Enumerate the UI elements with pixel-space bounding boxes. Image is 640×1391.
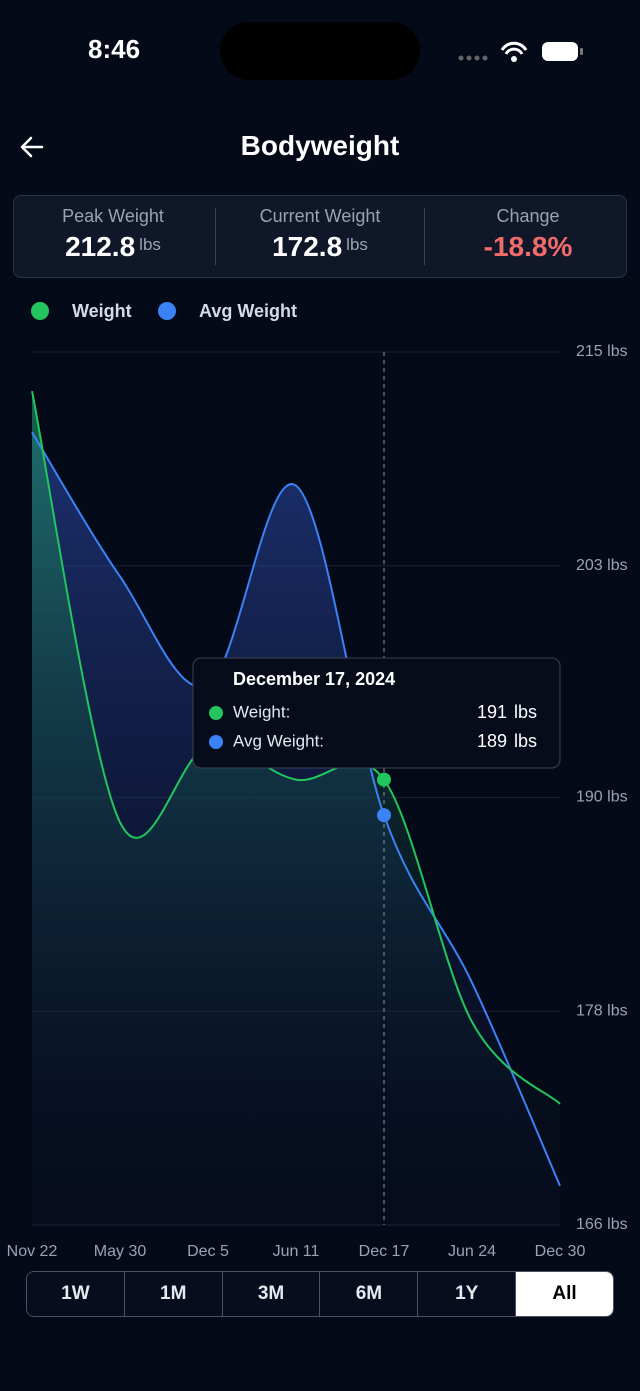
x-tick-label: Dec 17 (359, 1243, 410, 1260)
range-button[interactable]: 1W (27, 1272, 125, 1316)
page-title: Bodyweight (240, 130, 400, 161)
tooltip-value: 191 (477, 702, 507, 722)
legend-label: Avg Weight (199, 301, 297, 321)
highlight-point (377, 772, 391, 787)
range-button[interactable]: 6M (320, 1272, 419, 1316)
highlight-point (377, 808, 391, 823)
legend-label: Weight (72, 301, 132, 321)
stat: Change -18.8% (426, 195, 630, 278)
stat-value: 172.8 (272, 231, 343, 262)
y-tick-label: 215 lbs (576, 343, 628, 360)
stats-card (13, 195, 627, 278)
tooltip-unit: lbs (514, 702, 537, 722)
x-tick-label: Dec 5 (187, 1243, 229, 1260)
range-button[interactable]: 1M (124, 1272, 223, 1316)
range-button[interactable]: All (516, 1272, 613, 1316)
stat: Peak Weight 212.8 lbs (11, 195, 215, 278)
chart: Weight Avg Weight 215 lbs 203 lbs 190 lbs 178… (7, 301, 628, 1260)
tooltip-value: 189 (477, 731, 507, 751)
x-tick-label: Dec 30 (535, 1243, 586, 1260)
stat-value: 212.8 (65, 231, 136, 262)
y-tick-label: 178 lbs (576, 1002, 628, 1019)
divider (215, 208, 216, 265)
y-tick-label: 203 lbs (576, 557, 628, 574)
x-tick-label: Nov 22 (7, 1243, 58, 1260)
stat-unit: lbs (346, 235, 368, 254)
x-tick-label: May 30 (94, 1243, 147, 1260)
range-selector: 1W 1M 3M 6M 1Y All (26, 1271, 614, 1317)
x-tick-label: Jun 11 (273, 1243, 320, 1260)
line (31, 390, 561, 1105)
tooltip-label: Weight: (233, 702, 290, 721)
dynamic-island (220, 22, 420, 80)
stat-unit: lbs (139, 235, 161, 254)
stat-value-row: 172.8 lbs (218, 231, 422, 263)
legend-marker (158, 302, 176, 320)
divider (424, 208, 425, 265)
y-tick-label: 190 lbs (576, 789, 628, 806)
range-button[interactable]: 1Y (418, 1272, 517, 1316)
tooltip-marker (209, 706, 223, 720)
stat-value: -18.8% (483, 231, 573, 262)
status-icons (458, 41, 583, 62)
tooltip-marker (209, 735, 223, 749)
range-button[interactable]: 3M (222, 1272, 321, 1316)
area (32, 391, 560, 1225)
y-tick-label: 166 lbs (576, 1216, 628, 1233)
tooltip-label: Avg Weight: (233, 731, 324, 750)
stat-label: Peak Weight (62, 206, 164, 226)
stat-value-row: 212.8 lbs (11, 231, 215, 263)
stat-label: Current Weight (259, 206, 381, 226)
line (31, 431, 561, 1187)
tooltip-box (192, 657, 561, 769)
x-tick-label: Jun 24 (448, 1243, 496, 1260)
tooltip-title: December 17, 2024 (233, 669, 395, 689)
back-button[interactable] (18, 132, 48, 162)
status-time: 8:46 (88, 34, 141, 64)
tooltip-unit: lbs (514, 731, 537, 751)
legend-marker (31, 302, 49, 320)
stat: Current Weight 172.8 lbs (218, 195, 422, 278)
stat-label: Change (496, 206, 560, 226)
tooltip: December 17, 2024 Weight: 191 lbs Avg Weight… (192, 657, 561, 769)
